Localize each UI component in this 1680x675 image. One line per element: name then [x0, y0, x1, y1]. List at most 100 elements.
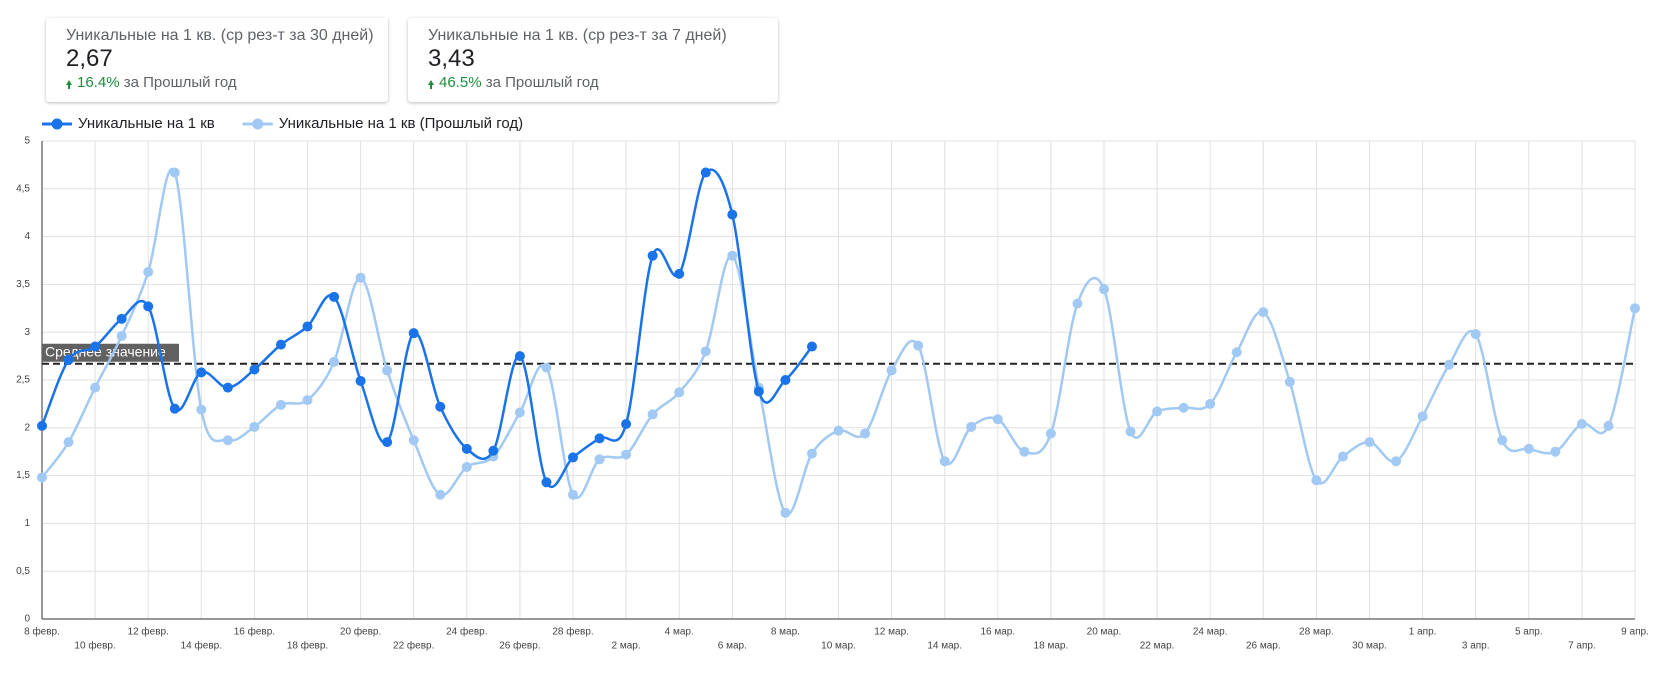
y-tick-label: 3,5 [16, 279, 30, 290]
data-point [461, 443, 472, 454]
data-point [90, 382, 101, 393]
data-point [1152, 406, 1163, 417]
data-point [1019, 446, 1030, 457]
data-point [488, 445, 499, 456]
data-point [992, 414, 1003, 425]
x-tick-label: 14 мар. [927, 641, 962, 652]
x-tick-label: 30 мар. [1352, 641, 1387, 652]
data-point [780, 507, 791, 518]
y-tick-label: 2 [24, 422, 30, 433]
data-point [806, 448, 817, 459]
data-point [275, 399, 286, 410]
data-point [594, 454, 605, 465]
y-tick-label: 5 [24, 136, 30, 147]
data-point [461, 461, 472, 472]
data-point [90, 341, 101, 352]
data-point [860, 428, 871, 439]
data-point [1364, 437, 1375, 448]
x-tick-label: 5 апр. [1515, 627, 1543, 638]
x-tick-label: 18 мар. [1034, 641, 1069, 652]
legend-marker [51, 118, 63, 130]
data-point [249, 421, 260, 432]
x-tick-label: 9 апр. [1621, 627, 1649, 638]
x-tick-label: 12 мар. [874, 627, 909, 638]
series-line [40, 168, 813, 489]
legend-label: Уникальные на 1 кв [78, 115, 215, 132]
data-point [753, 382, 764, 393]
data-point [594, 433, 605, 444]
scorecard-title: Уникальные на 1 кв. (ср рез-т за 7 дней) [428, 27, 727, 44]
x-tick-label: 14 февр. [181, 640, 222, 652]
x-tick-label: 10 февр. [74, 640, 115, 652]
data-point [1178, 402, 1189, 413]
data-point [408, 435, 419, 446]
data-point [966, 421, 977, 432]
x-tick-label: 22 мар. [1140, 641, 1175, 652]
data-point [1417, 411, 1428, 422]
data-point [63, 354, 74, 365]
x-tick-label: 16 мар. [980, 627, 1015, 638]
scorecard-change: 46.5% [439, 74, 482, 91]
x-tick-label: 20 мар. [1087, 627, 1122, 638]
data-point [1470, 329, 1481, 340]
data-point [1045, 428, 1056, 439]
data-point [541, 477, 552, 488]
data-point [886, 365, 897, 376]
data-point [806, 341, 817, 352]
data-point [222, 382, 233, 393]
x-tick-label: 4 мар. [665, 627, 694, 638]
x-tick-label: 28 мар. [1299, 627, 1334, 638]
data-point [727, 209, 738, 220]
y-tick-label: 4,5 [16, 183, 30, 194]
data-point [700, 346, 711, 357]
data-point [1258, 307, 1269, 318]
y-tick-label: 2,5 [16, 375, 30, 386]
x-tick-label: 2 мар. [612, 641, 641, 652]
data-point [1099, 284, 1109, 295]
data-point [621, 449, 632, 460]
data-point [1311, 475, 1322, 486]
data-point [568, 452, 578, 463]
x-tick-label: 12 февр. [128, 626, 169, 638]
data-point [1337, 451, 1348, 462]
data-point [780, 375, 791, 385]
data-point [435, 401, 446, 412]
y-tick-label: 1,5 [16, 470, 30, 481]
scorecard-comparison: за Прошлый год [485, 74, 599, 91]
data-point [143, 266, 154, 277]
data-point [435, 489, 446, 500]
x-tick-label: 18 февр. [287, 640, 328, 652]
data-point [355, 272, 366, 283]
data-point [116, 313, 127, 324]
x-tick-label: 20 февр. [340, 626, 381, 638]
x-tick-label: 7 апр. [1568, 641, 1596, 652]
data-point [355, 375, 366, 386]
data-point [169, 167, 180, 178]
data-point [275, 339, 286, 350]
data-point [1205, 398, 1216, 409]
reference-label: Среднее значение [45, 343, 166, 359]
data-point [674, 387, 685, 398]
data-point [488, 451, 499, 462]
data-point [1125, 426, 1136, 437]
data-point [1523, 443, 1534, 454]
data-point [382, 437, 393, 448]
data-point [1576, 418, 1587, 429]
data-point [621, 418, 632, 429]
data-point [913, 340, 924, 351]
reference-label-bg [42, 343, 179, 362]
x-tick-label: 16 февр. [234, 626, 275, 638]
data-point [1630, 303, 1640, 314]
y-tick-label: 0 [24, 614, 30, 625]
scorecard: Уникальные на 1 кв. (ср рез-т за 7 дней)… [408, 18, 778, 102]
data-point [727, 250, 738, 261]
data-point [169, 403, 180, 414]
data-point [568, 489, 578, 500]
data-point [196, 367, 207, 378]
data-point [939, 456, 950, 467]
scorecard-title: Уникальные на 1 кв. (ср рез-т за 30 дней… [66, 27, 374, 44]
data-point [647, 250, 658, 261]
data-point [1603, 420, 1614, 431]
x-tick-label: 26 мар. [1246, 641, 1281, 652]
data-point [302, 395, 313, 406]
